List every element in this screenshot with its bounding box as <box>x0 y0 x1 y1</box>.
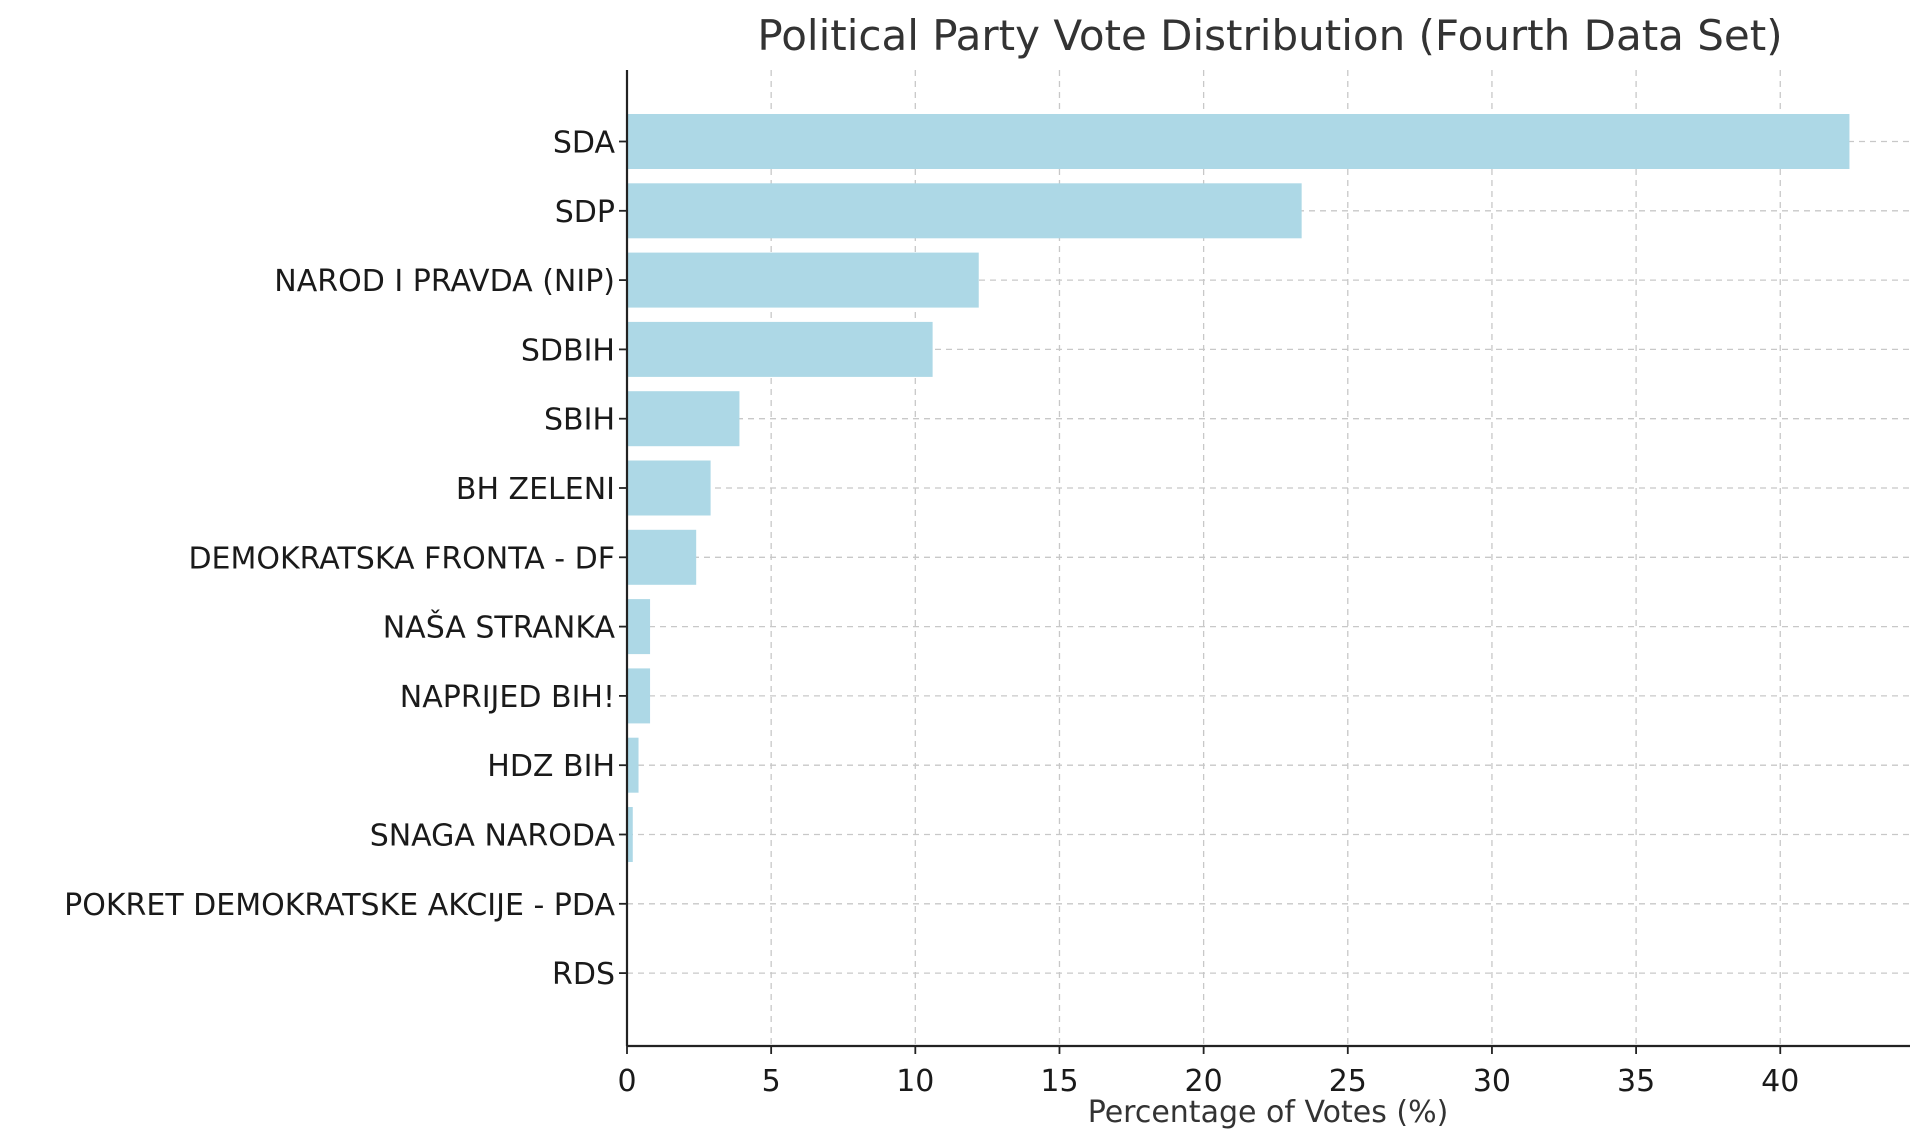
x-tick-label: 10 <box>896 1064 934 1099</box>
x-tick-label: 20 <box>1185 1064 1223 1099</box>
y-tick-label: DEMOKRATSKA FRONTA - DF <box>188 541 615 576</box>
y-tick-label: BH ZELENI <box>456 472 615 507</box>
bar <box>627 460 711 516</box>
bar <box>627 668 651 724</box>
chart-title: Political Party Vote Distribution (Fourt… <box>757 11 1782 60</box>
x-axis-ticks: 0 5 10 15 20 25 30 35 40 <box>617 1046 1799 1099</box>
y-tick-label: RDS <box>552 957 615 992</box>
x-tick-label: 0 <box>617 1064 636 1099</box>
y-tick-label: NAPRIJED BIH! <box>400 680 615 715</box>
x-axis-label: Percentage of Votes (%) <box>1088 1095 1449 1130</box>
x-tick-label: 30 <box>1473 1064 1511 1099</box>
bar <box>627 391 740 447</box>
bar <box>627 114 1850 169</box>
y-tick-label: HDZ BIH <box>487 749 615 784</box>
y-tick-label: NAŠA STRANKA <box>383 609 616 646</box>
x-tick-label: 35 <box>1617 1064 1655 1099</box>
bar <box>627 529 697 585</box>
y-tick-label: SDBIH <box>521 333 615 368</box>
y-tick-label: SNAGA NARODA <box>370 819 616 854</box>
x-tick-label: 40 <box>1761 1064 1799 1099</box>
y-tick-label: SDA <box>553 126 616 161</box>
bars <box>627 114 1850 862</box>
bar <box>627 807 633 862</box>
bar <box>627 321 933 377</box>
y-tick-label: NAROD I PRAVDA (NIP) <box>274 264 615 299</box>
y-tick-label: SDP <box>555 195 615 230</box>
x-tick-label: 15 <box>1040 1064 1078 1099</box>
bar <box>627 252 979 308</box>
y-tick-label: SBIH <box>544 403 615 438</box>
x-tick-label: 25 <box>1329 1064 1367 1099</box>
bar <box>627 599 651 655</box>
y-tick-label: POKRET DEMOKRATSKE AKCIJE - PDA <box>64 888 615 923</box>
y-axis-ticks: SDA SDP NAROD I PRAVDA (NIP) SDBIH SBIH BH ZE… <box>64 126 627 992</box>
bar <box>627 737 639 793</box>
bar <box>627 183 1302 239</box>
x-tick-label: 5 <box>762 1064 781 1099</box>
